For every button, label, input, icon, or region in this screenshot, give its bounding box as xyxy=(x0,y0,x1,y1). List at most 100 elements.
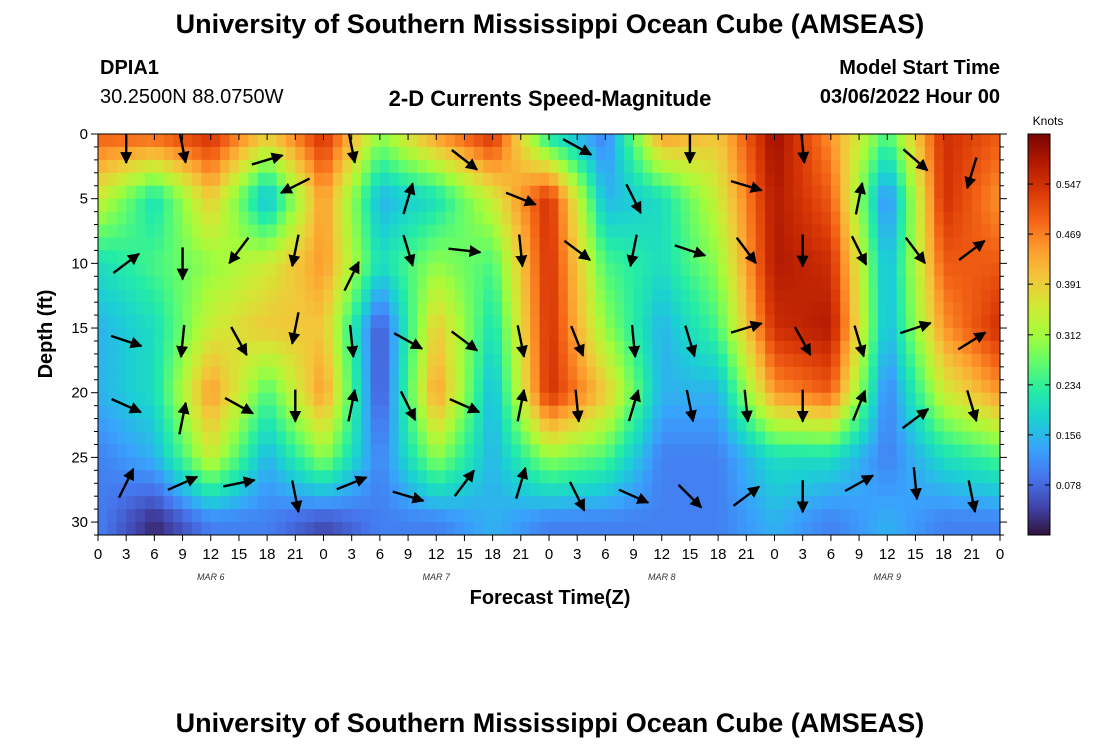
heatmap-cell xyxy=(924,289,935,303)
heatmap-cell xyxy=(464,522,475,535)
heatmap-cell xyxy=(727,379,738,394)
heatmap-cell xyxy=(201,340,212,355)
heatmap-cell xyxy=(201,522,212,535)
heatmap-cell xyxy=(370,146,381,161)
heatmap-cell xyxy=(464,392,475,407)
heatmap-cell xyxy=(229,353,240,368)
heatmap-cell xyxy=(652,366,663,381)
heatmap-cell xyxy=(934,405,945,420)
heatmap-cell xyxy=(483,340,494,355)
heatmap-cell xyxy=(144,211,155,226)
heatmap-cell xyxy=(361,353,372,368)
heatmap-cell xyxy=(539,276,550,290)
heatmap-cell xyxy=(783,250,794,264)
model-start-value: 03/06/2022 Hour 00 xyxy=(819,86,1000,108)
heatmap-cell xyxy=(248,211,259,226)
heatmap-cell xyxy=(220,328,231,342)
heatmap-cell xyxy=(107,289,118,303)
heatmap-cell xyxy=(295,353,306,368)
heatmap-cell xyxy=(201,315,212,329)
heatmap-cell xyxy=(191,263,202,277)
current-vector xyxy=(222,476,256,489)
heatmap-cell xyxy=(906,405,917,420)
heatmap-cell xyxy=(971,289,982,303)
heatmap-cell xyxy=(163,134,174,148)
current-vector xyxy=(402,182,416,215)
heatmap-cell xyxy=(502,379,513,394)
heatmap-cell xyxy=(351,418,362,433)
heatmap-cell xyxy=(511,405,522,420)
heatmap-cell xyxy=(793,522,804,535)
heatmap-cell xyxy=(755,237,766,252)
heatmap-cell xyxy=(868,418,879,433)
heatmap-cell xyxy=(539,315,550,329)
heatmap-cell xyxy=(314,405,325,420)
heatmap-cell xyxy=(201,185,212,200)
heatmap-cell xyxy=(107,366,118,381)
heatmap-cell xyxy=(370,328,381,342)
heatmap-cell xyxy=(126,172,137,187)
heatmap-cell xyxy=(849,211,860,226)
heatmap-cell xyxy=(436,444,447,458)
heatmap-cell xyxy=(144,302,155,316)
heatmap-cell xyxy=(802,224,813,239)
heatmap-cell xyxy=(849,509,860,523)
y-tick-label: 5 xyxy=(80,191,88,208)
heatmap-cell xyxy=(502,134,513,148)
heatmap-cell xyxy=(718,470,729,484)
heatmap-cell xyxy=(267,237,278,252)
heatmap-cell xyxy=(689,457,700,471)
heatmap-cell xyxy=(868,250,879,264)
heatmap-cell xyxy=(708,496,719,510)
heatmap-cell xyxy=(332,431,343,446)
heatmap-cell xyxy=(295,237,306,252)
heatmap-cell xyxy=(943,509,954,523)
heatmap-cell xyxy=(163,159,174,174)
current-vector xyxy=(346,324,359,359)
heatmap-cell xyxy=(934,496,945,510)
heatmap-cell xyxy=(426,340,437,355)
heatmap-cell xyxy=(408,470,419,484)
heatmap-cell xyxy=(154,470,165,484)
heatmap-cell xyxy=(549,353,559,368)
heatmap-cell xyxy=(182,289,193,303)
heatmap-cell xyxy=(276,366,287,381)
heatmap-cell xyxy=(877,276,888,290)
heatmap-cell xyxy=(906,470,917,484)
heatmap-cell xyxy=(586,509,597,523)
heatmap-cell xyxy=(830,289,841,303)
heatmap-cell xyxy=(793,263,804,277)
heatmap-cell xyxy=(502,315,513,329)
heatmap-cell xyxy=(943,379,954,394)
heatmap-cell xyxy=(473,353,484,368)
heatmap-cell xyxy=(812,263,823,277)
heatmap-cell xyxy=(812,431,823,446)
heatmap-cell xyxy=(332,444,343,458)
heatmap-cell xyxy=(116,134,127,148)
heatmap-cell xyxy=(276,509,287,523)
heatmap-cell xyxy=(765,224,776,239)
heatmap-cell xyxy=(765,263,776,277)
heatmap-cell xyxy=(398,328,409,342)
heatmap-cell xyxy=(492,509,503,523)
heatmap-cell xyxy=(906,172,917,187)
heatmap-cell xyxy=(812,159,823,174)
heatmap-cell xyxy=(370,379,381,394)
heatmap-cell xyxy=(549,457,559,471)
heatmap-cell xyxy=(144,444,155,458)
heatmap-cell xyxy=(483,418,494,433)
heatmap-cell xyxy=(398,224,409,239)
current-vector xyxy=(730,179,763,193)
heatmap-cell xyxy=(314,250,325,264)
heatmap-cell xyxy=(163,302,174,316)
heatmap-cell xyxy=(708,185,719,200)
heatmap-cell xyxy=(558,496,569,510)
heatmap-cell xyxy=(783,302,794,316)
heatmap-cell xyxy=(154,146,165,161)
heatmap-cell xyxy=(483,315,494,329)
heatmap-cell xyxy=(962,444,973,458)
heatmap-cell xyxy=(840,509,851,523)
heatmap-cell xyxy=(455,185,466,200)
heatmap-cell xyxy=(342,509,353,523)
heatmap-cell xyxy=(135,276,146,290)
